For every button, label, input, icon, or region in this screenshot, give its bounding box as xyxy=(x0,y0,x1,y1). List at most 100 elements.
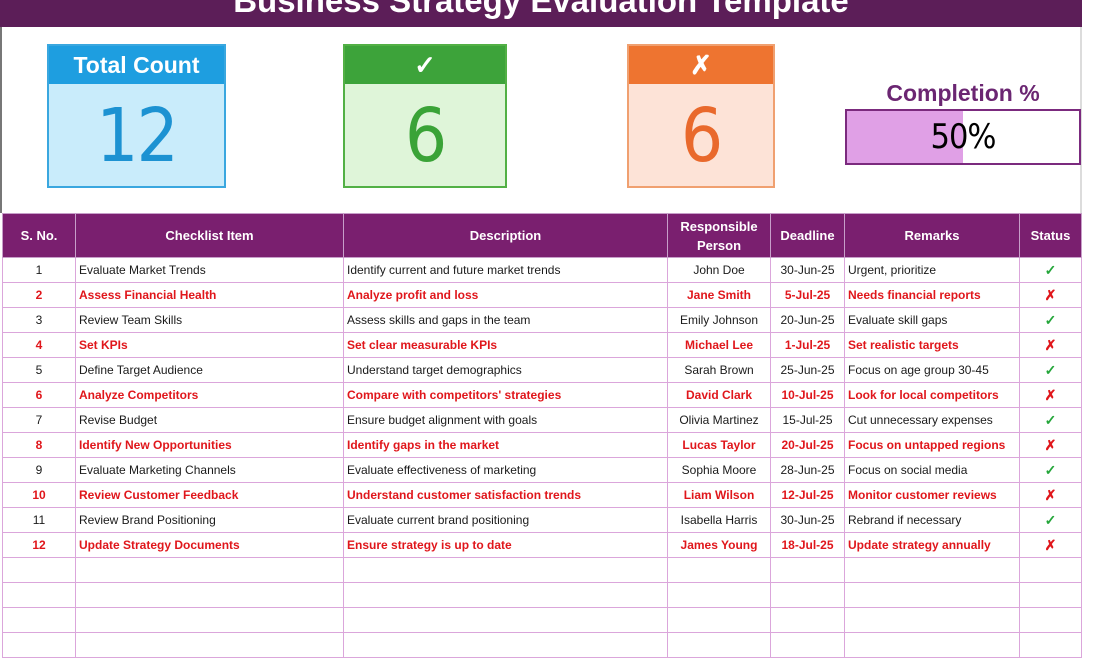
cell-status[interactable]: ✗ xyxy=(1019,282,1082,308)
cell-checklist-item[interactable]: Evaluate Marketing Channels xyxy=(75,457,344,483)
cell-status[interactable]: ✓ xyxy=(1019,357,1082,383)
cell-sno[interactable]: 2 xyxy=(2,282,76,308)
empty-cell[interactable] xyxy=(343,632,668,658)
cell-responsible-person[interactable]: Michael Lee xyxy=(667,332,771,358)
empty-cell[interactable] xyxy=(667,632,771,658)
cell-sno[interactable]: 11 xyxy=(2,507,76,533)
cell-description[interactable]: Analyze profit and loss xyxy=(343,282,668,308)
empty-cell[interactable] xyxy=(343,607,668,633)
cell-remarks[interactable]: Monitor customer reviews xyxy=(844,482,1020,508)
cell-description[interactable]: Evaluate effectiveness of marketing xyxy=(343,457,668,483)
empty-cell[interactable] xyxy=(1019,582,1082,608)
cell-responsible-person[interactable]: Lucas Taylor xyxy=(667,432,771,458)
cell-deadline[interactable]: 20-Jun-25 xyxy=(770,307,845,333)
cell-status[interactable]: ✓ xyxy=(1019,457,1082,483)
cell-status[interactable]: ✗ xyxy=(1019,482,1082,508)
cell-responsible-person[interactable]: John Doe xyxy=(667,257,771,283)
header-checklist-item[interactable]: Checklist Item xyxy=(75,213,344,258)
cell-sno[interactable]: 4 xyxy=(2,332,76,358)
cell-description[interactable]: Evaluate current brand positioning xyxy=(343,507,668,533)
cell-deadline[interactable]: 30-Jun-25 xyxy=(770,257,845,283)
empty-cell[interactable] xyxy=(75,582,344,608)
header-status[interactable]: Status xyxy=(1019,213,1082,258)
cell-checklist-item[interactable]: Identify New Opportunities xyxy=(75,432,344,458)
cell-remarks[interactable]: Focus on social media xyxy=(844,457,1020,483)
cell-remarks[interactable]: Focus on age group 30-45 xyxy=(844,357,1020,383)
cell-deadline[interactable]: 15-Jul-25 xyxy=(770,407,845,433)
cell-responsible-person[interactable]: Emily Johnson xyxy=(667,307,771,333)
empty-cell[interactable] xyxy=(770,607,845,633)
cell-status[interactable]: ✗ xyxy=(1019,532,1082,558)
cell-sno[interactable]: 9 xyxy=(2,457,76,483)
header-responsible-person[interactable]: Responsible Person xyxy=(667,213,771,258)
cell-remarks[interactable]: Set realistic targets xyxy=(844,332,1020,358)
cell-remarks[interactable]: Evaluate skill gaps xyxy=(844,307,1020,333)
empty-cell[interactable] xyxy=(2,607,76,633)
header-description[interactable]: Description xyxy=(343,213,668,258)
cell-checklist-item[interactable]: Evaluate Market Trends xyxy=(75,257,344,283)
cell-remarks[interactable]: Look for local competitors xyxy=(844,382,1020,408)
cell-description[interactable]: Understand customer satisfaction trends xyxy=(343,482,668,508)
cell-sno[interactable]: 6 xyxy=(2,382,76,408)
cell-description[interactable]: Identify gaps in the market xyxy=(343,432,668,458)
cell-remarks[interactable]: Urgent, prioritize xyxy=(844,257,1020,283)
empty-cell[interactable] xyxy=(2,632,76,658)
empty-cell[interactable] xyxy=(770,557,845,583)
cell-description[interactable]: Set clear measurable KPIs xyxy=(343,332,668,358)
empty-cell[interactable] xyxy=(844,632,1020,658)
cell-responsible-person[interactable]: Isabella Harris xyxy=(667,507,771,533)
cell-status[interactable]: ✓ xyxy=(1019,257,1082,283)
empty-cell[interactable] xyxy=(75,557,344,583)
cell-checklist-item[interactable]: Set KPIs xyxy=(75,332,344,358)
cell-deadline[interactable]: 28-Jun-25 xyxy=(770,457,845,483)
empty-cell[interactable] xyxy=(75,632,344,658)
cell-checklist-item[interactable]: Review Brand Positioning xyxy=(75,507,344,533)
cell-sno[interactable]: 3 xyxy=(2,307,76,333)
cell-status[interactable]: ✓ xyxy=(1019,507,1082,533)
empty-cell[interactable] xyxy=(1019,632,1082,658)
cell-sno[interactable]: 10 xyxy=(2,482,76,508)
cell-remarks[interactable]: Rebrand if necessary xyxy=(844,507,1020,533)
cell-description[interactable]: Compare with competitors' strategies xyxy=(343,382,668,408)
cell-responsible-person[interactable]: Sarah Brown xyxy=(667,357,771,383)
cell-sno[interactable]: 1 xyxy=(2,257,76,283)
empty-cell[interactable] xyxy=(667,607,771,633)
cell-checklist-item[interactable]: Revise Budget xyxy=(75,407,344,433)
cell-checklist-item[interactable]: Assess Financial Health xyxy=(75,282,344,308)
empty-cell[interactable] xyxy=(667,557,771,583)
header-deadline[interactable]: Deadline xyxy=(770,213,845,258)
cell-responsible-person[interactable]: James Young xyxy=(667,532,771,558)
cell-description[interactable]: Assess skills and gaps in the team xyxy=(343,307,668,333)
cell-sno[interactable]: 8 xyxy=(2,432,76,458)
cell-responsible-person[interactable]: Olivia Martinez xyxy=(667,407,771,433)
empty-cell[interactable] xyxy=(844,607,1020,633)
empty-cell[interactable] xyxy=(1019,557,1082,583)
cell-status[interactable]: ✗ xyxy=(1019,382,1082,408)
cell-deadline[interactable]: 5-Jul-25 xyxy=(770,282,845,308)
cell-responsible-person[interactable]: Sophia Moore xyxy=(667,457,771,483)
cell-deadline[interactable]: 18-Jul-25 xyxy=(770,532,845,558)
empty-cell[interactable] xyxy=(1019,607,1082,633)
cell-checklist-item[interactable]: Analyze Competitors xyxy=(75,382,344,408)
cell-deadline[interactable]: 12-Jul-25 xyxy=(770,482,845,508)
cell-description[interactable]: Identify current and future market trend… xyxy=(343,257,668,283)
cell-responsible-person[interactable]: Jane Smith xyxy=(667,282,771,308)
cell-remarks[interactable]: Focus on untapped regions xyxy=(844,432,1020,458)
cell-deadline[interactable]: 30-Jun-25 xyxy=(770,507,845,533)
cell-description[interactable]: Ensure strategy is up to date xyxy=(343,532,668,558)
cell-checklist-item[interactable]: Review Customer Feedback xyxy=(75,482,344,508)
cell-status[interactable]: ✗ xyxy=(1019,432,1082,458)
empty-cell[interactable] xyxy=(343,557,668,583)
cell-checklist-item[interactable]: Define Target Audience xyxy=(75,357,344,383)
cell-status[interactable]: ✓ xyxy=(1019,307,1082,333)
cell-deadline[interactable]: 1-Jul-25 xyxy=(770,332,845,358)
empty-cell[interactable] xyxy=(667,582,771,608)
cell-remarks[interactable]: Cut unnecessary expenses xyxy=(844,407,1020,433)
cell-remarks[interactable]: Needs financial reports xyxy=(844,282,1020,308)
empty-cell[interactable] xyxy=(844,582,1020,608)
header-sno[interactable]: S. No. xyxy=(2,213,76,258)
empty-cell[interactable] xyxy=(2,582,76,608)
cell-sno[interactable]: 12 xyxy=(2,532,76,558)
empty-cell[interactable] xyxy=(75,607,344,633)
cell-status[interactable]: ✗ xyxy=(1019,332,1082,358)
